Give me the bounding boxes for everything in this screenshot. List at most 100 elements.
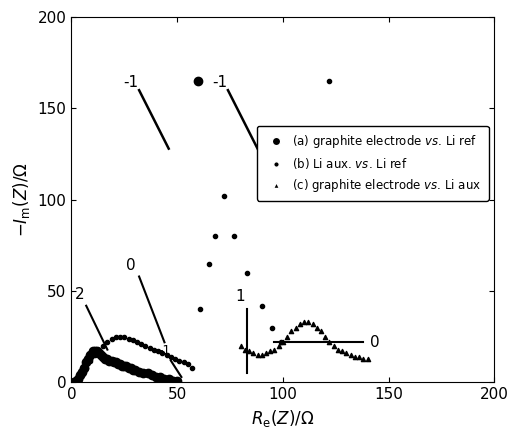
Point xyxy=(350,353,359,360)
Point xyxy=(139,370,148,377)
Point xyxy=(128,337,137,344)
Point xyxy=(257,302,266,309)
Point xyxy=(99,342,107,349)
Point xyxy=(266,348,275,355)
Point xyxy=(78,370,86,377)
Point xyxy=(126,364,135,371)
Point xyxy=(175,357,184,364)
Point xyxy=(169,377,177,384)
Point xyxy=(78,368,86,375)
Point xyxy=(326,77,334,84)
Point xyxy=(152,374,160,381)
Point xyxy=(279,339,287,346)
Legend: (a) graphite electrode $vs$. Li ref, (b) Li aux. $vs$. Li ref, (c) graphite elec: (a) graphite electrode $vs$. Li ref, (b)… xyxy=(257,126,489,201)
Point xyxy=(144,370,152,377)
Point xyxy=(128,366,137,373)
Point xyxy=(334,346,342,353)
Point xyxy=(114,361,122,368)
Point xyxy=(262,350,270,357)
Text: 0: 0 xyxy=(126,258,135,273)
Point xyxy=(355,353,363,360)
Point xyxy=(88,348,97,355)
Point xyxy=(71,377,80,384)
Point xyxy=(86,357,95,364)
Point xyxy=(300,319,308,326)
Point xyxy=(166,353,175,360)
Point xyxy=(103,355,111,362)
Point xyxy=(184,361,192,368)
Point xyxy=(154,348,162,355)
Point xyxy=(188,364,196,371)
Point xyxy=(171,355,179,362)
Point xyxy=(108,335,116,342)
X-axis label: $R_{\mathrm{e}}(Z)/\Omega$: $R_{\mathrm{e}}(Z)/\Omega$ xyxy=(251,408,315,429)
Point xyxy=(106,357,114,364)
Point xyxy=(101,355,109,362)
Point xyxy=(95,346,103,353)
Point xyxy=(141,342,150,349)
Point xyxy=(313,324,321,331)
Point xyxy=(237,342,245,349)
Point xyxy=(249,350,257,357)
Point xyxy=(99,353,107,360)
Point xyxy=(116,333,124,340)
Point xyxy=(133,339,141,346)
Point xyxy=(135,368,143,375)
Point xyxy=(150,346,158,353)
Point xyxy=(257,352,266,359)
Point xyxy=(148,372,156,379)
Point xyxy=(164,375,173,382)
Point xyxy=(80,364,88,371)
Text: -1: -1 xyxy=(123,75,138,90)
Text: 2: 2 xyxy=(75,287,85,302)
Point xyxy=(321,333,329,340)
Point xyxy=(74,375,82,382)
Point xyxy=(277,339,285,346)
Point xyxy=(76,372,84,379)
Point xyxy=(287,328,295,335)
Point xyxy=(196,306,204,313)
Text: -1: -1 xyxy=(212,75,227,90)
Point xyxy=(194,77,202,84)
Point xyxy=(230,233,239,240)
Point xyxy=(146,344,154,351)
Point xyxy=(103,339,111,346)
Point xyxy=(122,363,131,370)
Point xyxy=(74,375,82,382)
Point xyxy=(108,357,116,364)
Point xyxy=(131,366,139,373)
Text: 1: 1 xyxy=(236,289,245,304)
Point xyxy=(124,364,133,371)
Point xyxy=(90,352,99,359)
Point xyxy=(268,324,277,331)
Point xyxy=(253,352,262,359)
Point xyxy=(275,342,283,349)
Point xyxy=(330,342,338,349)
Point xyxy=(291,324,300,331)
Point xyxy=(97,352,105,359)
Point xyxy=(342,350,350,357)
Point xyxy=(158,350,166,357)
Point xyxy=(124,335,133,342)
Point xyxy=(84,355,93,362)
Y-axis label: $-I_{\mathrm{m}}(Z)/\Omega$: $-I_{\mathrm{m}}(Z)/\Omega$ xyxy=(11,162,32,237)
Point xyxy=(112,333,120,340)
Point xyxy=(120,363,128,370)
Point xyxy=(346,352,355,359)
Point xyxy=(243,269,251,276)
Point xyxy=(82,359,90,366)
Point xyxy=(116,361,124,368)
Point xyxy=(90,348,99,355)
Point xyxy=(211,233,219,240)
Point xyxy=(179,359,188,366)
Point xyxy=(69,379,77,386)
Point xyxy=(95,350,103,357)
Point xyxy=(317,328,325,335)
Point xyxy=(270,346,279,353)
Point xyxy=(162,352,171,359)
Point xyxy=(86,352,95,359)
Point xyxy=(359,355,368,362)
Point xyxy=(283,333,291,340)
Point xyxy=(245,348,253,355)
Point xyxy=(308,320,317,327)
